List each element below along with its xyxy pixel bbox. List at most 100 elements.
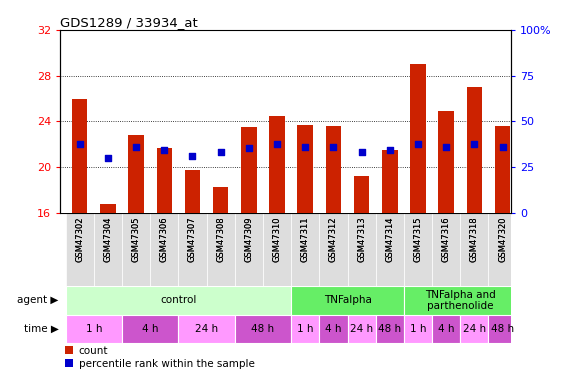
Point — [216, 149, 225, 155]
Text: 4 h: 4 h — [325, 324, 341, 334]
Bar — [178, 213, 207, 286]
Point — [301, 144, 310, 150]
Text: GSM47306: GSM47306 — [160, 217, 169, 262]
Bar — [376, 213, 404, 286]
Bar — [263, 213, 291, 286]
Text: 1 h: 1 h — [297, 324, 313, 334]
Bar — [297, 125, 313, 213]
Bar — [348, 315, 376, 343]
Bar — [325, 126, 341, 213]
Text: GSM47304: GSM47304 — [103, 217, 112, 262]
Bar — [348, 213, 376, 286]
Text: 48 h: 48 h — [251, 324, 275, 334]
Text: agent ▶: agent ▶ — [17, 296, 59, 305]
Bar — [235, 213, 263, 286]
Bar — [291, 315, 319, 343]
Bar — [382, 150, 397, 213]
Point — [272, 141, 282, 147]
Bar — [178, 315, 235, 343]
Text: GSM47311: GSM47311 — [301, 217, 309, 262]
Point — [160, 147, 169, 153]
Bar — [291, 213, 319, 286]
Bar — [213, 187, 228, 213]
Text: GSM47320: GSM47320 — [498, 217, 507, 262]
Text: GDS1289 / 33934_at: GDS1289 / 33934_at — [60, 16, 198, 29]
Bar — [241, 127, 256, 213]
Bar — [291, 286, 404, 315]
Bar — [156, 148, 172, 213]
Bar — [467, 87, 482, 213]
Text: control: control — [160, 296, 196, 305]
Text: 1 h: 1 h — [410, 324, 427, 334]
Text: GSM47305: GSM47305 — [131, 217, 140, 262]
Bar — [270, 116, 285, 213]
Text: GSM47314: GSM47314 — [385, 217, 395, 262]
Legend: count, percentile rank within the sample: count, percentile rank within the sample — [65, 346, 255, 369]
Text: GSM47318: GSM47318 — [470, 217, 479, 262]
Text: GSM47310: GSM47310 — [272, 217, 282, 262]
Text: 4 h: 4 h — [142, 324, 158, 334]
Bar — [354, 176, 369, 213]
Text: GSM47310: GSM47310 — [272, 217, 282, 262]
Bar — [376, 315, 404, 343]
Bar — [319, 315, 348, 343]
Text: GSM47313: GSM47313 — [357, 217, 366, 262]
Text: GSM47306: GSM47306 — [160, 217, 169, 262]
Bar — [207, 213, 235, 286]
Text: 1 h: 1 h — [86, 324, 102, 334]
Text: GSM47316: GSM47316 — [442, 217, 451, 262]
Bar — [122, 213, 150, 286]
Text: 24 h: 24 h — [350, 324, 373, 334]
Text: GSM47320: GSM47320 — [498, 217, 507, 262]
Point — [385, 147, 395, 153]
Text: GSM47302: GSM47302 — [75, 217, 84, 262]
Bar — [489, 213, 517, 286]
Text: 48 h: 48 h — [491, 324, 514, 334]
Bar — [410, 64, 426, 213]
Bar — [66, 286, 291, 315]
Text: 24 h: 24 h — [463, 324, 486, 334]
Bar — [404, 286, 517, 315]
Text: GSM47315: GSM47315 — [413, 217, 423, 262]
Point — [131, 144, 140, 150]
Bar — [128, 135, 144, 213]
Bar — [100, 204, 116, 213]
Text: GSM47302: GSM47302 — [75, 217, 84, 262]
Text: GSM47308: GSM47308 — [216, 217, 225, 262]
Bar — [439, 111, 454, 213]
Text: GSM47312: GSM47312 — [329, 217, 338, 262]
Point — [413, 141, 423, 147]
Bar — [94, 213, 122, 286]
Text: GSM47307: GSM47307 — [188, 217, 197, 262]
Text: GSM47314: GSM47314 — [385, 217, 395, 262]
Point — [357, 149, 366, 155]
Point — [470, 141, 479, 147]
Text: GSM47311: GSM47311 — [301, 217, 309, 262]
Text: 48 h: 48 h — [378, 324, 401, 334]
Bar — [460, 315, 489, 343]
Text: GSM47309: GSM47309 — [244, 217, 254, 262]
Text: GSM47305: GSM47305 — [131, 217, 140, 262]
Point — [188, 153, 197, 159]
Bar — [404, 213, 432, 286]
Bar — [122, 315, 178, 343]
Point — [103, 155, 112, 161]
Text: time ▶: time ▶ — [23, 324, 59, 334]
Bar — [432, 213, 460, 286]
Bar — [404, 315, 432, 343]
Bar — [66, 213, 94, 286]
Bar — [319, 213, 348, 286]
Bar — [150, 213, 178, 286]
Text: GSM47315: GSM47315 — [413, 217, 423, 262]
Text: GSM47309: GSM47309 — [244, 217, 254, 262]
Text: GSM47304: GSM47304 — [103, 217, 112, 262]
Bar — [184, 170, 200, 213]
Bar — [432, 315, 460, 343]
Text: TNFalpha and
parthenolide: TNFalpha and parthenolide — [425, 290, 496, 311]
Text: GSM47312: GSM47312 — [329, 217, 338, 262]
Text: GSM47318: GSM47318 — [470, 217, 479, 262]
Point — [75, 141, 85, 147]
Bar — [460, 213, 489, 286]
Text: GSM47308: GSM47308 — [216, 217, 225, 262]
Text: 4 h: 4 h — [438, 324, 455, 334]
